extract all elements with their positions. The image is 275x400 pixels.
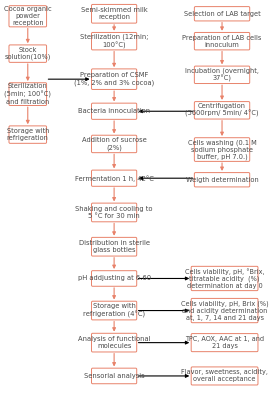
FancyBboxPatch shape [92, 170, 137, 186]
FancyBboxPatch shape [9, 6, 46, 27]
FancyBboxPatch shape [9, 83, 46, 106]
FancyBboxPatch shape [9, 126, 46, 143]
Text: Weigth determination: Weigth determination [186, 177, 258, 183]
FancyBboxPatch shape [194, 102, 250, 119]
Text: Bacteria innoculation: Bacteria innoculation [78, 108, 150, 114]
FancyBboxPatch shape [194, 172, 250, 187]
Text: Distribution in sterile
glass bottles: Distribution in sterile glass bottles [79, 240, 150, 253]
Text: TPC, AOX, AAC at 1, and
21 days: TPC, AOX, AAC at 1, and 21 days [185, 336, 264, 349]
FancyBboxPatch shape [194, 32, 250, 50]
FancyBboxPatch shape [194, 7, 250, 21]
Text: Cocoa organic
powder
reception: Cocoa organic powder reception [4, 6, 52, 26]
Text: Cells viability, pH, °Brix,
titratable acidity  (%)
determination at day 0: Cells viability, pH, °Brix, titratable a… [185, 268, 264, 289]
FancyBboxPatch shape [92, 203, 137, 222]
Text: Fermentation 1 h, 42°C: Fermentation 1 h, 42°C [75, 175, 153, 182]
FancyBboxPatch shape [92, 103, 137, 119]
Text: Incubation (overnight,
37°C): Incubation (overnight, 37°C) [185, 67, 259, 82]
FancyBboxPatch shape [92, 368, 137, 384]
Text: Analysis of functional
molecules: Analysis of functional molecules [78, 336, 150, 349]
Text: Stock
solution(10%): Stock solution(10%) [5, 47, 51, 60]
FancyBboxPatch shape [191, 367, 258, 385]
FancyBboxPatch shape [191, 334, 258, 352]
Text: Centrifugation
(5600rpm/ 5min/ 4°C): Centrifugation (5600rpm/ 5min/ 4°C) [185, 103, 259, 118]
Text: Storage with
refrigeration: Storage with refrigeration [7, 128, 49, 141]
Text: Sensorial analysis: Sensorial analysis [84, 373, 144, 379]
FancyBboxPatch shape [9, 45, 46, 62]
FancyBboxPatch shape [92, 271, 137, 286]
FancyBboxPatch shape [92, 69, 137, 90]
FancyBboxPatch shape [92, 4, 137, 23]
Text: Storage with
refrigeration (4°C): Storage with refrigeration (4°C) [83, 303, 145, 318]
FancyBboxPatch shape [191, 266, 258, 291]
Text: Preparation of CSMF
(1%, 2% and 3% cocoa): Preparation of CSMF (1%, 2% and 3% cocoa… [74, 72, 154, 86]
Text: Flavor, sweetness, acidity,
overall acceptance: Flavor, sweetness, acidity, overall acce… [181, 370, 268, 382]
Text: Cells washing (0.1 M
sodium phosphate
buffer, pH 7.0.): Cells washing (0.1 M sodium phosphate bu… [188, 139, 256, 160]
Text: Shaking and cooling to
5 °C for 30 min: Shaking and cooling to 5 °C for 30 min [75, 206, 153, 219]
FancyBboxPatch shape [92, 237, 137, 256]
FancyBboxPatch shape [92, 301, 137, 320]
Text: Sterilization
(5min; 100°C)
and filtration: Sterilization (5min; 100°C) and filtrati… [4, 84, 51, 105]
Text: Semi-skimmed milk
reception: Semi-skimmed milk reception [81, 7, 147, 20]
Text: Addition of sucrose
(2%): Addition of sucrose (2%) [82, 137, 147, 151]
Text: Preparation of LAB cells
innoculum: Preparation of LAB cells innoculum [182, 35, 262, 48]
FancyBboxPatch shape [92, 333, 137, 352]
FancyBboxPatch shape [194, 138, 250, 161]
FancyBboxPatch shape [92, 135, 137, 153]
Text: Sterilization (12min;
100°C): Sterilization (12min; 100°C) [80, 34, 148, 49]
Text: pH addjusting at 6.60: pH addjusting at 6.60 [78, 276, 151, 282]
Text: Cells viability, pH, Brix (%)
and acidity determination
at, 1, 7, 14 and 21 days: Cells viability, pH, Brix (%) and acidit… [181, 300, 268, 321]
Text: Selection of LAB target: Selection of LAB target [184, 11, 260, 17]
FancyBboxPatch shape [92, 32, 137, 50]
FancyBboxPatch shape [194, 66, 250, 84]
FancyBboxPatch shape [191, 298, 258, 323]
